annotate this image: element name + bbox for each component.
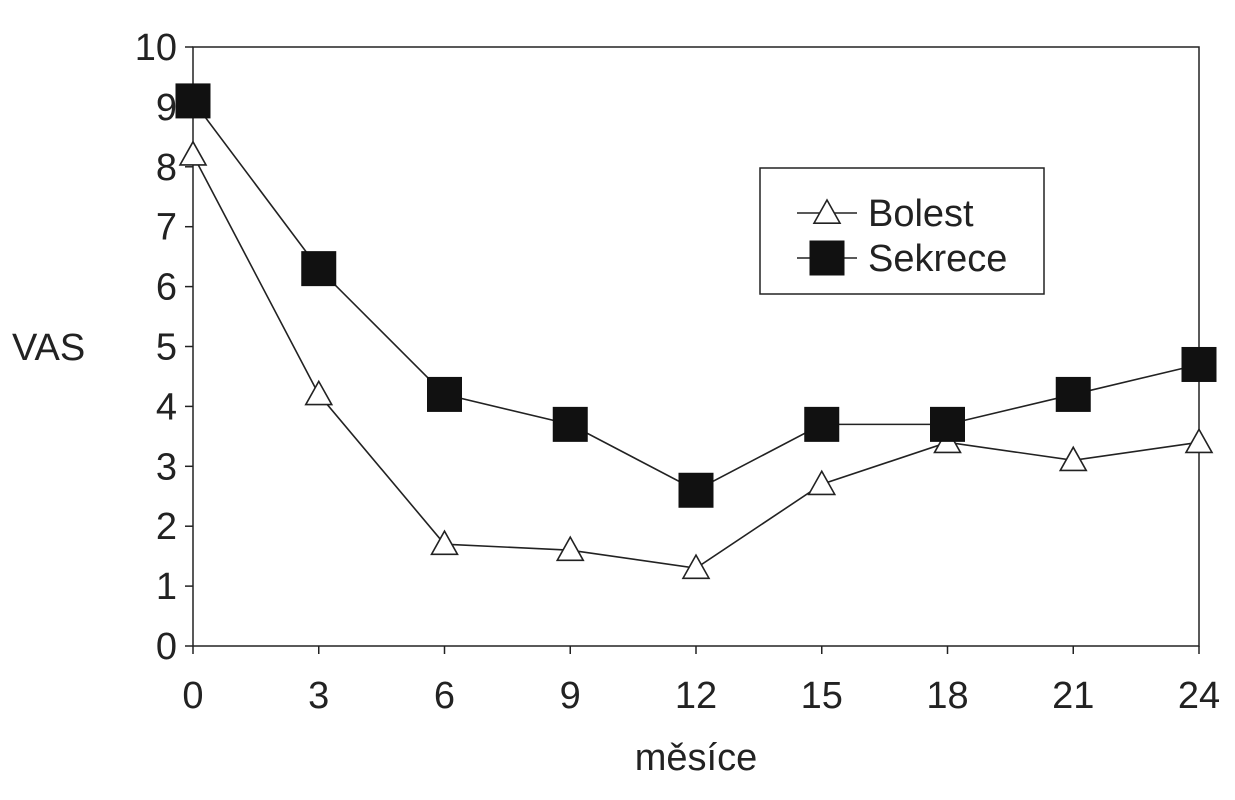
y-tick-label: 9	[156, 87, 177, 129]
data-point-bolest	[681, 553, 711, 580]
x-axis-title: měsíce	[635, 737, 757, 779]
y-tick-label: 10	[135, 27, 177, 69]
data-point-bolest	[1058, 445, 1088, 472]
data-point-bolest	[304, 379, 334, 406]
x-tick-label: 18	[926, 675, 968, 717]
x-tick-label: 6	[434, 675, 455, 717]
series-layer	[175, 83, 1217, 580]
data-point-sekrece	[175, 83, 211, 119]
data-point-bolest	[430, 529, 459, 556]
data-point-sekrece	[427, 376, 462, 412]
data-point-sekrece	[1181, 346, 1217, 382]
x-axis: 0 3 6 9 12 15 18 21 24	[182, 646, 1220, 717]
x-tick-label: 12	[675, 675, 717, 717]
data-point-sekrece	[678, 472, 714, 508]
x-tick-label: 0	[182, 675, 203, 717]
y-tick-label: 7	[156, 207, 177, 249]
x-tick-label: 3	[308, 675, 329, 717]
y-tick-label: 0	[156, 626, 177, 668]
legend-marker-sekrece	[809, 240, 845, 276]
data-point-bolest	[555, 535, 585, 562]
data-point-bolest	[807, 469, 837, 496]
legend-label: Bolest	[868, 193, 974, 235]
x-tick-label: 9	[560, 675, 581, 717]
x-tick-label: 21	[1052, 675, 1094, 717]
legend-marker-bolest	[812, 198, 842, 224]
legend-box	[759, 167, 1045, 295]
y-tick-label: 8	[156, 147, 177, 189]
y-tick-label: 6	[156, 267, 177, 309]
y-tick-label: 5	[156, 327, 177, 369]
y-axis-title: VAS	[12, 327, 85, 369]
data-point-bolest	[1184, 427, 1214, 454]
series-bolest	[178, 140, 1214, 580]
x-tick-label: 15	[801, 675, 843, 717]
data-point-bolest	[178, 140, 208, 166]
legend-label: Sekrece	[868, 238, 1007, 280]
data-point-sekrece	[930, 406, 965, 442]
data-point-sekrece	[552, 406, 588, 442]
legend-entry-bolest: Bolest	[797, 193, 974, 235]
data-point-sekrece	[301, 251, 337, 287]
y-tick-label: 3	[156, 446, 177, 488]
y-tick-label: 1	[156, 566, 177, 608]
y-axis: 0 1 2 3 4 5 6 7 8 9 10	[135, 27, 193, 668]
y-tick-label: 4	[156, 386, 177, 428]
series-line-sekrece	[192, 100, 1200, 492]
legend-entry-sekrece: Sekrece	[797, 238, 1007, 280]
series-sekrece	[175, 83, 1217, 508]
data-point-sekrece	[1055, 376, 1091, 412]
data-point-sekrece	[804, 406, 840, 442]
y-tick-label: 2	[156, 506, 177, 548]
x-tick-label: 24	[1178, 675, 1220, 717]
